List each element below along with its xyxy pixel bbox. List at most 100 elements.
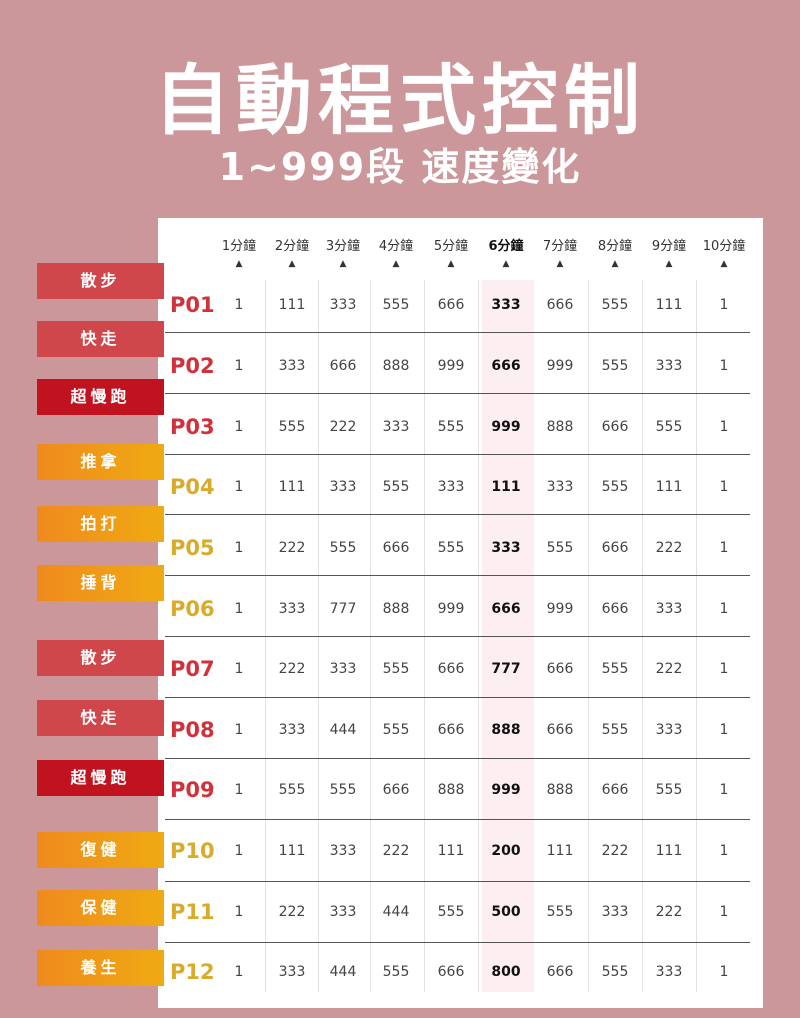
table-cell: 555 [382, 722, 410, 738]
table-cell: 222 [278, 904, 306, 920]
table-cell: 555 [437, 904, 465, 920]
table-cell: 666 [437, 964, 465, 980]
table-cell: 888 [437, 782, 465, 798]
table-cell: 1 [719, 782, 729, 798]
table-cell: 444 [382, 904, 410, 920]
table-cell: 1 [719, 964, 729, 980]
table-cell: 444 [329, 964, 357, 980]
table-cell: 333 [655, 601, 683, 617]
table-cell: 555 [329, 540, 357, 556]
page-subtitle: 1~999段 速度變化 [218, 145, 582, 189]
row-divider [165, 514, 750, 515]
table-cell: 333 [278, 601, 306, 617]
program-label: P12 [170, 960, 215, 984]
table-cell: 888 [382, 358, 410, 374]
program-label: P06 [170, 597, 215, 621]
table-cell: 777 [491, 661, 521, 677]
table-cell: 111 [278, 843, 306, 859]
column-arrow-icon: ▲ [235, 259, 243, 269]
table-cell: 111 [655, 843, 683, 859]
activity-tag: 養生 [37, 950, 164, 986]
table-cell: 999 [546, 601, 574, 617]
table-cell: 999 [437, 601, 465, 617]
program-label: P11 [170, 900, 215, 924]
table-cell: 222 [278, 540, 306, 556]
table-cell: 800 [491, 964, 521, 980]
table-cell: 333 [655, 722, 683, 738]
row-divider [165, 697, 750, 698]
table-cell: 555 [437, 540, 465, 556]
table-cell: 333 [382, 419, 410, 435]
table-cell: 555 [437, 419, 465, 435]
activity-tag: 推拿 [37, 444, 164, 480]
row-divider [165, 881, 750, 882]
row-divider [165, 332, 750, 333]
table-cell: 888 [546, 419, 574, 435]
program-label: P09 [170, 778, 215, 802]
table-cell: 1 [719, 722, 729, 738]
column-header: 3分鐘 [325, 239, 361, 254]
table-cell: 666 [437, 661, 465, 677]
table-cell: 111 [278, 297, 306, 313]
table-cell: 333 [546, 479, 574, 495]
row-divider [165, 575, 750, 576]
table-cell: 999 [546, 358, 574, 374]
table-cell: 666 [382, 782, 410, 798]
table-cell: 555 [382, 297, 410, 313]
column-arrow-icon: ▲ [720, 259, 728, 269]
table-cell: 500 [491, 904, 521, 920]
table-cell: 888 [382, 601, 410, 617]
column-header: 1分鐘 [221, 239, 257, 254]
table-cell: 1 [234, 782, 244, 798]
table-cell: 555 [601, 297, 629, 313]
table-cell: 555 [382, 964, 410, 980]
table-cell: 111 [655, 297, 683, 313]
table-cell: 1 [234, 904, 244, 920]
row-divider [165, 393, 750, 394]
table-cell: 222 [655, 661, 683, 677]
table-cell: 333 [278, 964, 306, 980]
table-cell: 333 [655, 358, 683, 374]
program-label: P05 [170, 536, 215, 560]
table-cell: 666 [546, 964, 574, 980]
table-cell: 333 [601, 904, 629, 920]
table-cell: 666 [329, 358, 357, 374]
table-cell: 1 [719, 540, 729, 556]
table-cell: 555 [601, 722, 629, 738]
table-cell: 222 [655, 904, 683, 920]
table-cell: 1 [234, 540, 244, 556]
row-divider [165, 454, 750, 455]
program-label: P08 [170, 718, 215, 742]
table-cell: 333 [329, 661, 357, 677]
table-cell: 777 [329, 601, 357, 617]
row-divider [165, 758, 750, 759]
table-cell: 555 [329, 782, 357, 798]
column-arrow-icon: ▲ [611, 259, 619, 269]
table-cell: 555 [278, 782, 306, 798]
program-label: P03 [170, 415, 215, 439]
table-cell: 666 [491, 601, 521, 617]
table-cell: 555 [655, 419, 683, 435]
table-cell: 1 [234, 297, 244, 313]
table-cell: 1 [234, 843, 244, 859]
table-cell: 666 [437, 297, 465, 313]
table-cell: 200 [491, 843, 521, 859]
activity-tag: 散步 [37, 640, 164, 676]
table-cell: 666 [601, 419, 629, 435]
table-cell: 111 [655, 479, 683, 495]
table-cell: 999 [491, 782, 521, 798]
row-divider [165, 819, 750, 820]
program-label: P04 [170, 475, 215, 499]
column-header: 10分鐘 [702, 239, 746, 254]
table-cell: 111 [278, 479, 306, 495]
table-cell: 1 [234, 479, 244, 495]
table-cell: 333 [329, 904, 357, 920]
activity-tag: 超慢跑 [37, 379, 164, 415]
table-cell: 444 [329, 722, 357, 738]
table-cell: 555 [601, 661, 629, 677]
table-cell: 111 [491, 479, 521, 495]
table-cell: 666 [491, 358, 521, 374]
row-divider [165, 942, 750, 943]
table-cell: 555 [601, 358, 629, 374]
column-arrow-icon: ▲ [339, 259, 347, 269]
